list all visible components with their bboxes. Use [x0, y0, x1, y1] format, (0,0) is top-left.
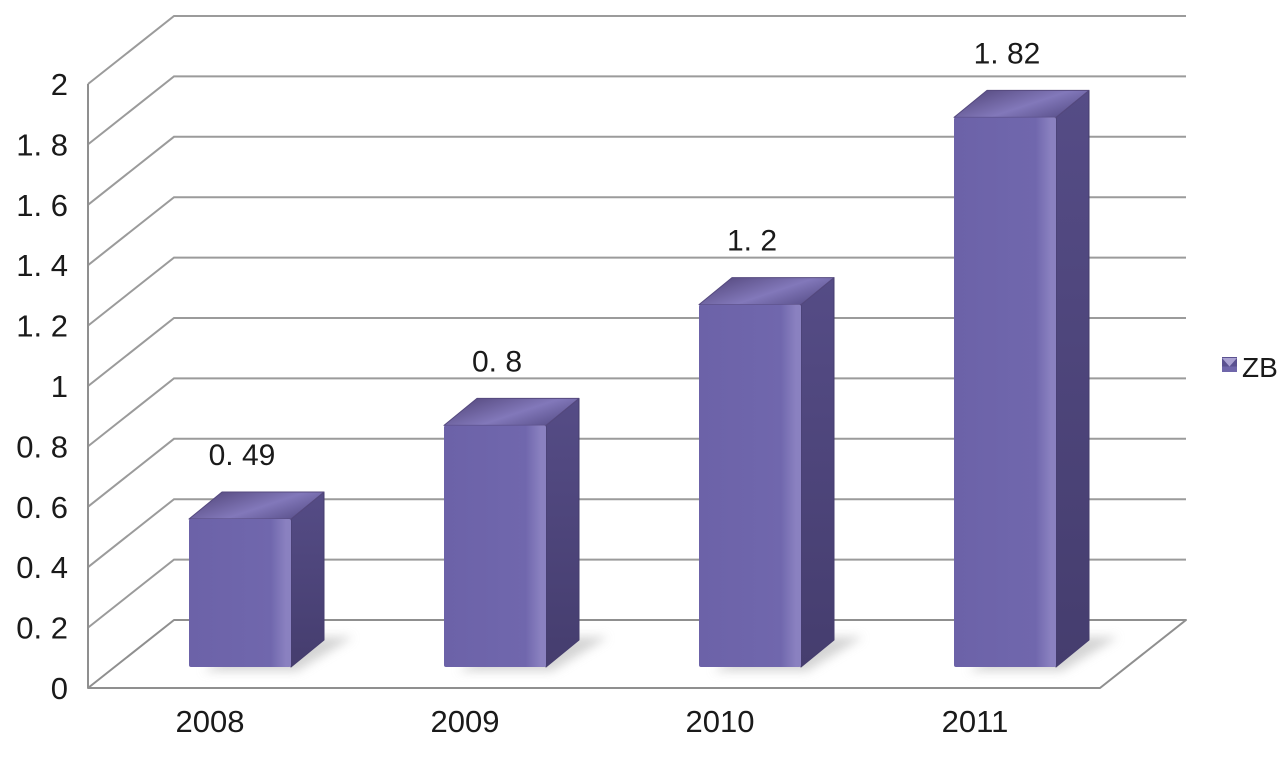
x-axis-label: 2009	[431, 704, 500, 739]
bar-side-face	[1055, 89, 1090, 668]
bar-2011: 1. 82	[953, 37, 1118, 671]
bar-front-face	[954, 117, 1056, 668]
gridline	[87, 437, 1186, 508]
bar-front-face	[699, 304, 801, 667]
y-axis-tick-label: 1. 6	[16, 188, 68, 223]
gridline	[87, 15, 1186, 85]
bar-value-label: 1. 2	[727, 225, 777, 258]
gridline	[87, 498, 1186, 568]
bar-2008: 0. 49	[188, 439, 353, 671]
y-axis-tick-label: 0	[51, 671, 68, 706]
gridline	[87, 135, 1186, 206]
bar-2009: 0. 8	[443, 345, 608, 671]
legend: ZB	[1222, 352, 1278, 383]
gridline	[87, 377, 1186, 448]
y-axis-tick-label: 0. 8	[16, 429, 68, 464]
y-axis-tick-label: 0. 4	[16, 550, 68, 585]
bar-side-face	[545, 397, 580, 668]
legend-cube-front-face	[1222, 366, 1237, 372]
floor-plane	[87, 619, 1187, 689]
bar-value-label: 0. 8	[472, 345, 522, 378]
bar-2010: 1. 2	[698, 225, 863, 671]
y-axis-tick-label: 0. 6	[16, 490, 68, 525]
gridline	[87, 256, 1186, 327]
bar-side-face	[290, 491, 325, 668]
y-axis-tick-label: 1. 2	[16, 309, 68, 344]
gridline	[87, 196, 1186, 266]
bar-value-label: 0. 49	[209, 439, 276, 472]
x-axis-label: 2011	[942, 704, 1009, 739]
bar-front-face	[444, 425, 546, 667]
gridline	[87, 317, 1186, 387]
y-axis-tick-label: 2	[51, 67, 68, 102]
gridlines	[87, 15, 1186, 629]
bar-front-face	[189, 519, 291, 667]
y-axis-tick-label: 1. 4	[16, 248, 68, 283]
gridline	[87, 558, 1186, 629]
x-axis-label: 2010	[686, 704, 755, 739]
y-axis-tick-label: 1	[51, 369, 68, 404]
legend-cube-top-face	[1222, 358, 1237, 367]
bar-value-label: 1. 82	[974, 37, 1041, 70]
y-axis-tick-label: 1. 8	[16, 127, 68, 162]
x-axis-label: 2008	[176, 704, 245, 739]
y-axis-tick-label: 0. 2	[16, 611, 68, 646]
bar-side-face	[800, 277, 835, 668]
gridline	[87, 75, 1186, 146]
legend-label: ZB	[1242, 352, 1278, 383]
